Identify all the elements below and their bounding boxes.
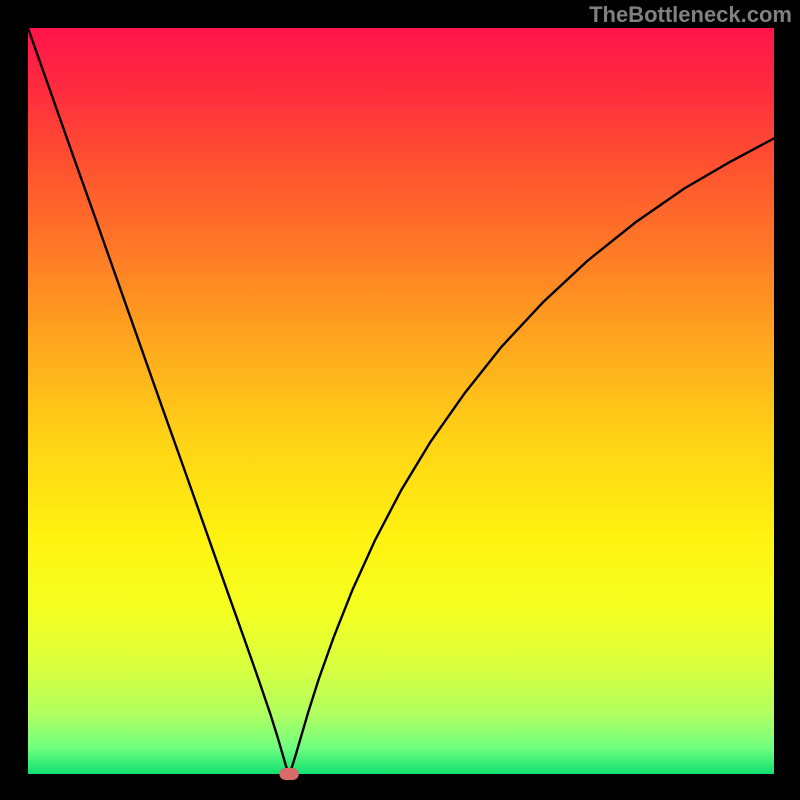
plot-background [28, 28, 774, 774]
minimum-marker [279, 768, 298, 780]
chart-frame: TheBottleneck.com [0, 0, 800, 800]
bottleneck-chart [0, 0, 800, 800]
